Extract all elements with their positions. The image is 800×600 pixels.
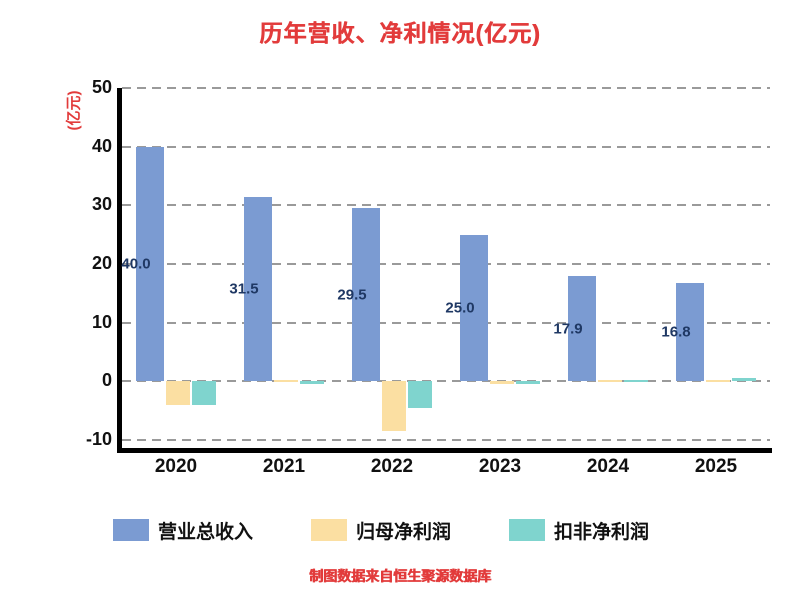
bar-non-gaap-profit-2020 [192,381,216,405]
legend: 营业总收入 归母净利润 扣非净利润 [0,512,800,548]
bar-revenue-2022 [352,208,380,382]
bar-value-label-2020: 40.0 [121,255,151,273]
legend-swatch-non-gaap-profit [509,519,546,541]
legend-swatch-revenue [113,519,149,541]
bar-net-profit-2020 [166,381,190,406]
chart-title: 历年营收、净利情况(亿元) [259,20,541,46]
bar-revenue-2024 [568,276,596,382]
x-tick-2021: 2021 [262,456,306,477]
legend-label-non-gaap-profit: 扣非净利润 [554,521,650,543]
legend-item-non-gaap-profit: 扣非净利润 [509,517,649,544]
bar-value-label-2021: 31.5 [229,280,259,298]
legend-item-net-profit: 归母净利润 [311,517,451,544]
gridline-10 [122,321,770,324]
bar-value-label-2025: 16.8 [661,323,691,341]
legend-swatch-net-profit [311,519,348,541]
gridline-30 [122,204,770,207]
bar-non-gaap-profit-2023 [516,381,540,384]
y-axis-line [117,88,122,452]
bar-net-profit-2025 [706,379,730,383]
gridline-20 [122,263,770,265]
legend-label-revenue: 营业总收入 [158,521,254,543]
bar-non-gaap-profit-2021 [300,381,324,384]
bar-net-profit-2024 [598,379,622,383]
y-tick-50: 50 [91,77,112,97]
x-tick-2024: 2024 [586,456,630,477]
bar-revenue-2021 [244,196,272,382]
gridline-50 [122,87,770,89]
gridline-0 [122,380,770,383]
bar-net-profit-2022 [382,381,406,432]
bar-value-label-2022: 29.5 [337,286,367,304]
bar-value-label-2023: 25.0 [445,299,475,317]
bar-value-label-2024: 17.9 [553,320,583,338]
bar-net-profit-2023 [490,381,514,384]
legend-label-net-profit: 归母净利润 [356,521,452,543]
x-axis-line [117,448,772,453]
x-tick-2023: 2023 [478,456,522,477]
bar-net-profit-2021 [274,379,298,383]
gridline--10 [122,439,770,441]
bar-non-gaap-profit-2022 [408,381,432,408]
y-tick-40: 40 [91,135,112,156]
y-tick-20: 20 [91,253,112,273]
y-tick-10: 10 [91,311,112,332]
y-tick--10: -10 [85,429,112,449]
bar-revenue-2020 [136,146,164,382]
y-tick-30: 30 [91,194,112,215]
bar-non-gaap-profit-2025 [732,378,756,382]
data-source-caption: 制图数据来自恒生聚源数据库 [309,568,491,584]
x-tick-2025: 2025 [694,456,738,477]
bar-revenue-2023 [460,234,488,382]
y-tick-0: 0 [101,370,112,391]
x-tick-2020: 2020 [154,456,198,477]
bar-non-gaap-profit-2024 [624,379,648,383]
x-tick-2022: 2022 [370,456,414,477]
legend-item-revenue: 营业总收入 [113,517,253,544]
gridline-40 [122,145,770,148]
bar-revenue-2025 [676,282,704,382]
